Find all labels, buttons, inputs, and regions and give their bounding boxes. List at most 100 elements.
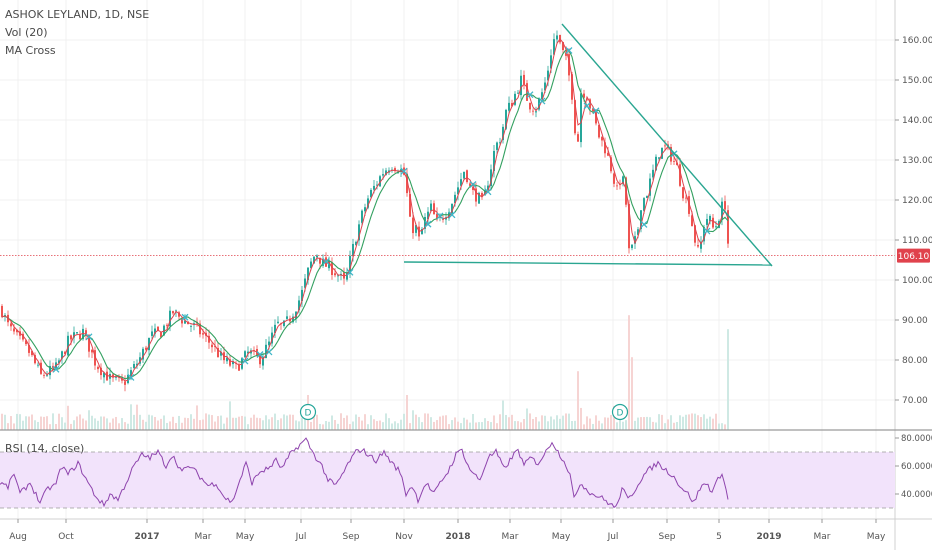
candle-body (49, 365, 51, 376)
price-tick-label: 130.00 (902, 156, 932, 166)
candle-body (247, 351, 249, 354)
candle-body (271, 332, 273, 344)
ma-cross-marker (436, 212, 444, 220)
volume-bar (688, 414, 690, 430)
price-tick-label: 90.00 (902, 316, 928, 326)
candle-body (340, 273, 342, 275)
volume-bar (514, 421, 516, 430)
volume-bar (490, 422, 492, 430)
volume-bar (148, 414, 150, 430)
candle-body (658, 157, 660, 159)
candle-body (430, 203, 432, 211)
volume-bar (262, 420, 264, 430)
volume-bar (97, 420, 99, 430)
candle-body (313, 256, 315, 264)
time-tick-label: 2017 (134, 532, 159, 542)
volume-bar (235, 417, 237, 430)
trendline-descending[interactable] (561, 23, 773, 267)
candle-body (22, 333, 24, 340)
candle-body (523, 74, 525, 85)
candle-body (466, 170, 468, 183)
event-marker-1-label: D (305, 409, 312, 419)
last-price-label: 106.10 (898, 252, 930, 262)
volume-bar (619, 414, 621, 430)
volume-bar (517, 421, 519, 430)
candle-body (100, 367, 102, 376)
candle-body (322, 259, 324, 266)
event-marker-1[interactable]: D (299, 403, 317, 421)
volume-bar (16, 413, 18, 430)
volume-bar (448, 424, 450, 430)
volume-bar (709, 416, 711, 430)
volume-bar (640, 417, 642, 430)
volume-bar (160, 418, 162, 430)
volume-bar (415, 414, 417, 430)
candle-body (622, 176, 624, 184)
candle-body (37, 364, 39, 366)
volume-bar (511, 414, 513, 430)
volume-bar (196, 405, 198, 430)
volume-bar (301, 417, 303, 430)
volume-bar (634, 420, 636, 430)
volume-bar (187, 418, 189, 430)
candle-body (115, 376, 117, 378)
candle-body (409, 194, 411, 217)
volume-bar (121, 418, 123, 430)
candle-body (331, 262, 333, 275)
volume-bar (52, 413, 54, 430)
candle-body (172, 311, 174, 314)
candle-body (226, 357, 228, 362)
time-tick-label: Sep (343, 532, 360, 542)
candle-body (514, 93, 516, 105)
volume-bar (691, 413, 693, 430)
volume-bar (406, 395, 408, 430)
time-tick-label: Jul (607, 532, 619, 542)
candle-body (694, 225, 696, 243)
legend-ma-cross[interactable]: MA Cross (5, 44, 56, 57)
candle-body (232, 361, 234, 365)
candle-body (67, 335, 69, 356)
price-axis[interactable]: 160.00 150.00 140.00 130.00 120.00 110.00 100.… (895, 36, 932, 406)
ma-cross-marker (526, 91, 534, 99)
volume-bar (385, 413, 387, 430)
volume-bar (565, 413, 567, 430)
volume-bar (178, 415, 180, 430)
candle-body (220, 352, 222, 356)
volume-bar (124, 422, 126, 430)
candle-body (574, 100, 576, 134)
time-tick-label: May (867, 532, 886, 542)
event-marker-2[interactable]: D (611, 403, 629, 421)
candle-body (274, 324, 276, 333)
candle-body (700, 241, 702, 249)
candle-body (580, 93, 582, 143)
volume-bar (550, 416, 552, 430)
volume-bar (397, 423, 399, 430)
trendline-support[interactable] (403, 261, 773, 266)
chart-title[interactable]: ASHOK LEYLAND, 1D, NSE (5, 8, 149, 21)
candle-body (61, 351, 63, 359)
candle-body (727, 210, 729, 244)
volume-bar (208, 414, 210, 430)
candle-body (76, 332, 78, 334)
rsi-legend[interactable]: RSI (14, close) (5, 442, 84, 455)
ma-cross-marker (703, 227, 711, 235)
volume-bar (328, 421, 330, 430)
volume-bar (316, 414, 318, 430)
volume-bar (136, 404, 138, 430)
volume-bar (493, 415, 495, 430)
volume-bar (229, 401, 231, 430)
candle-body (457, 187, 459, 195)
candle-body (190, 326, 192, 327)
legend-volume[interactable]: Vol (20) (5, 26, 48, 39)
volume-bar (655, 422, 657, 430)
candle-body (541, 92, 543, 99)
volume-bar (589, 418, 591, 430)
volume-bar (361, 420, 363, 430)
volume-bar (256, 417, 258, 430)
time-axis[interactable]: Aug Oct 2017 Mar May Jul Sep Nov 2018 Mar May Jul Se… (9, 519, 886, 542)
time-tick-label: May (236, 532, 255, 542)
volume-bar (679, 415, 681, 430)
candle-body (685, 197, 687, 199)
volume-bar (331, 415, 333, 430)
